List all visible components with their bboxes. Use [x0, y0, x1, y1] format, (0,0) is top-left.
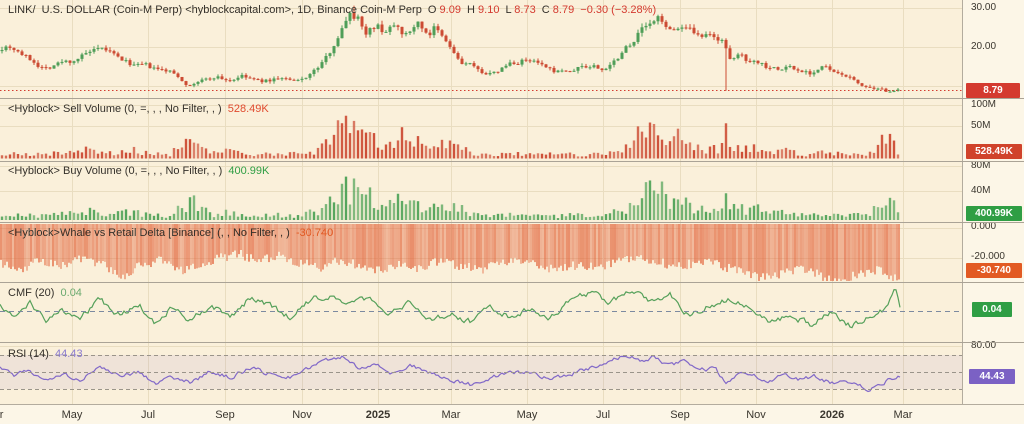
- symbol-description: U.S. DOLLAR (Coin-M Perp) <hyblockcapita…: [41, 4, 422, 16]
- time-label: Mar: [441, 409, 461, 421]
- axis-label: -20.000: [971, 251, 1005, 262]
- time-axis[interactable]: Mar May Jul Sep Nov 2025 Mar May Jul Sep Nov 2026 Ma…: [0, 404, 1024, 424]
- value-badge: 400.99K: [966, 206, 1022, 221]
- axis-label: 0.000: [971, 221, 997, 232]
- axis-label: 20.00: [971, 41, 997, 52]
- close-value: 8.79: [552, 4, 575, 16]
- time-label: Nov: [746, 409, 766, 421]
- pane-divider[interactable]: [0, 342, 1024, 343]
- value-badge: 0.04: [972, 302, 1012, 317]
- axis-label: 100M: [971, 99, 997, 110]
- axis-label: 80.00: [971, 340, 997, 351]
- buy-volume-label: <Hyblock> Buy Volume (0, =, , , No Filte…: [8, 165, 223, 177]
- high-value: 9.10: [478, 4, 500, 16]
- time-label: Mar: [0, 409, 4, 421]
- axis-label: 50M: [971, 120, 991, 131]
- change-value: −0.30 (−3.28%): [580, 4, 657, 16]
- pane-divider[interactable]: [0, 222, 1024, 223]
- value-badge: 528.49K: [966, 144, 1022, 159]
- cmf-legend[interactable]: CMF (20) 0.04: [8, 287, 85, 299]
- time-label: May: [61, 409, 83, 421]
- axis-label: 80M: [971, 160, 991, 171]
- time-label: Nov: [292, 409, 312, 421]
- axis-label: 30.00: [971, 2, 997, 13]
- main-chart-legend[interactable]: LINK/ U.S. DOLLAR (Coin-M Perp) <hyblock…: [8, 4, 659, 16]
- time-label: Mar: [893, 409, 913, 421]
- axis-label: 40M: [971, 185, 991, 196]
- buy-volume-legend[interactable]: <Hyblock> Buy Volume (0, =, , , No Filte…: [8, 165, 272, 177]
- time-label: Sep: [215, 409, 235, 421]
- high-label: H: [467, 4, 475, 16]
- close-label: C: [541, 4, 550, 16]
- buy-volume-value: 400.99K: [228, 165, 270, 177]
- sell-volume-label: <Hyblock> Sell Volume (0, =, , , No Filt…: [8, 103, 222, 115]
- symbol-text: LINK/: [8, 4, 36, 16]
- rsi-value: 44.43: [55, 348, 83, 360]
- time-label: Jul: [595, 409, 611, 421]
- low-value: 8.73: [514, 4, 536, 16]
- whale-delta-legend[interactable]: <Hyblock>Whale vs Retail Delta [Binance]…: [8, 227, 336, 239]
- value-badge: 8.79: [966, 83, 1020, 98]
- rsi-legend[interactable]: RSI (14) 44.43: [8, 348, 86, 360]
- value-badge: 44.43: [969, 369, 1015, 384]
- whale-delta-value: -30.740: [295, 227, 334, 239]
- cmf-label: CMF (20): [8, 287, 55, 299]
- chart-plot-area[interactable]: [0, 0, 962, 404]
- pane-divider[interactable]: [0, 98, 1024, 99]
- time-label: 2026: [819, 409, 845, 421]
- time-label: Sep: [670, 409, 690, 421]
- pane-divider[interactable]: [0, 282, 1024, 283]
- low-label: L: [505, 4, 512, 16]
- time-label: 2025: [365, 409, 391, 421]
- price-axis[interactable]: 30.00 20.00 100M 50M 80M 40M 0.000 -20.000 80.00…: [962, 0, 1024, 404]
- rsi-label: RSI (14): [8, 348, 49, 360]
- whale-delta-label: <Hyblock>Whale vs Retail Delta [Binance]…: [8, 227, 290, 239]
- open-label: O: [427, 4, 437, 16]
- open-value: 9.09: [439, 4, 461, 16]
- value-badge: -30.740: [966, 263, 1022, 278]
- pane-divider[interactable]: [0, 161, 1024, 162]
- sell-volume-value: 528.49K: [227, 103, 269, 115]
- time-label: Jul: [140, 409, 156, 421]
- sell-volume-legend[interactable]: <Hyblock> Sell Volume (0, =, , , No Filt…: [8, 103, 272, 115]
- time-label: May: [516, 409, 538, 421]
- cmf-value: 0.04: [60, 287, 82, 299]
